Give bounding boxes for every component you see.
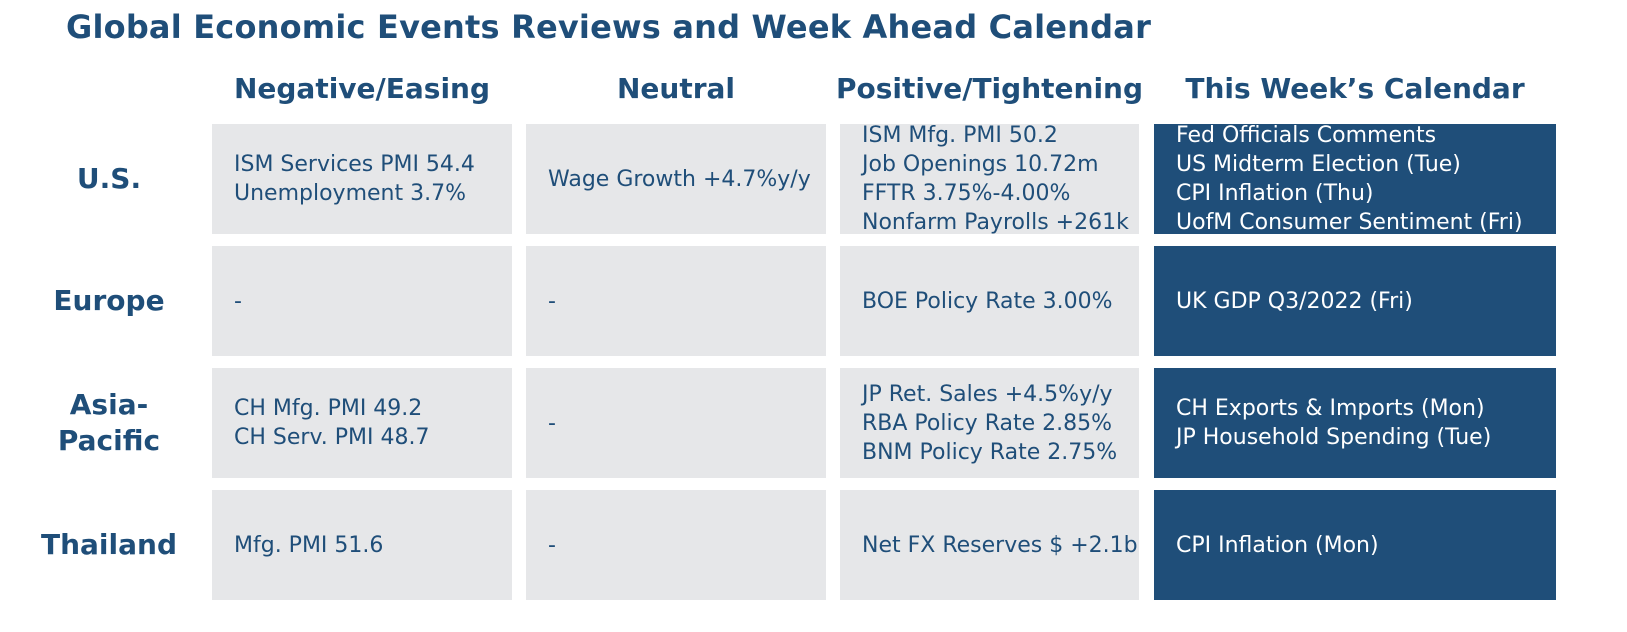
row-label-thailand: Thailand: [20, 490, 198, 600]
cell-u-s-negative-easing: ISM Services PMI 54.4 Unemployment 3.7%: [212, 124, 512, 234]
cell-europe-neutral: -: [526, 246, 826, 356]
event-item: ISM Services PMI 54.4: [234, 152, 475, 177]
row-label-u-s: U.S.: [20, 124, 198, 234]
page-title: Global Economic Events Reviews and Week …: [66, 8, 1152, 46]
row-label-europe: Europe: [20, 246, 198, 356]
cell-thailand-negative-easing: Mfg. PMI 51.6: [212, 490, 512, 600]
calendar-event: JP Household Spending (Tue): [1176, 425, 1492, 450]
event-item: -: [234, 288, 242, 314]
cell-thailand-this-weeks-calendar: CPI Inflation (Mon): [1154, 490, 1556, 600]
row-label-text: Thailand: [41, 528, 177, 561]
event-item: JP Ret. Sales +4.5%y/y: [862, 381, 1113, 407]
calendar-event: Fed Officials Comments: [1176, 124, 1437, 148]
cell-europe-positive-tightening: BOE Policy Rate 3.00%: [840, 246, 1139, 356]
row-label-text: Europe: [53, 284, 165, 317]
event-item: CH Mfg. PMI 49.2: [234, 396, 423, 421]
column-header-positive-tightening: Positive/Tightening: [835, 71, 1144, 105]
event-item: FFTR 3.75%-4.00%: [862, 181, 1071, 206]
calendar-event: CH Exports & Imports (Mon): [1176, 396, 1485, 421]
event-item: -: [548, 288, 556, 314]
cell-u-s-this-weeks-calendar: Fed Officials Comments US Midterm Electio…: [1154, 124, 1556, 234]
cell-asia-pacific-neutral: -: [526, 368, 826, 478]
event-item: Nonfarm Payrolls +261k: [862, 210, 1129, 234]
cell-u-s-neutral: Wage Growth +4.7%y/y: [526, 124, 826, 234]
cell-asia-pacific-positive-tightening: JP Ret. Sales +4.5%y/y RBA Policy Rate 2.…: [840, 368, 1139, 478]
event-item: Mfg. PMI 51.6: [234, 532, 384, 558]
cell-asia-pacific-negative-easing: CH Mfg. PMI 49.2 CH Serv. PMI 48.7: [212, 368, 512, 478]
calendar-event: CPI Inflation (Mon): [1176, 532, 1379, 558]
event-item: ISM Mfg. PMI 50.2: [862, 124, 1058, 148]
event-item: BOE Policy Rate 3.00%: [862, 288, 1113, 314]
event-item: Unemployment 3.7%: [234, 181, 466, 206]
calendar-event: CPI Inflation (Thu): [1176, 181, 1374, 206]
calendar-event: UK GDP Q3/2022 (Fri): [1176, 288, 1413, 314]
row-label-text: Asia-: [69, 388, 149, 421]
cell-europe-negative-easing: -: [212, 246, 512, 356]
event-item: Net FX Reserves $ +2.1b: [862, 532, 1138, 558]
cell-thailand-neutral: -: [526, 490, 826, 600]
row-label-asia-pacific: Asia- Pacific: [20, 368, 198, 478]
event-item: RBA Policy Rate 2.85%: [862, 410, 1113, 436]
calendar-event: UofM Consumer Sentiment (Fri): [1176, 210, 1523, 234]
event-item: -: [548, 532, 556, 558]
event-item: Wage Growth +4.7%y/y: [548, 166, 811, 192]
row-label-text: Pacific: [57, 424, 161, 457]
column-header-negative-easing: Negative/Easing: [233, 71, 491, 105]
cell-thailand-positive-tightening: Net FX Reserves $ +2.1b: [840, 490, 1139, 600]
event-item: BNM Policy Rate 2.75%: [862, 439, 1118, 465]
row-label-text: U.S.: [76, 162, 142, 195]
cell-asia-pacific-this-weeks-calendar: CH Exports & Imports (Mon) JP Household S…: [1154, 368, 1556, 478]
event-item: CH Serv. PMI 48.7: [234, 425, 430, 450]
column-header-neutral: Neutral: [616, 71, 736, 105]
column-header-this-weeks-calendar: This Week’s Calendar: [1185, 71, 1525, 105]
calendar-event: US Midterm Election (Tue): [1176, 152, 1461, 177]
cell-u-s-positive-tightening: ISM Mfg. PMI 50.2 Job Openings 10.72m FFTR…: [840, 124, 1139, 234]
event-item: -: [548, 410, 556, 436]
event-item: Job Openings 10.72m: [862, 152, 1099, 177]
cell-europe-this-weeks-calendar: UK GDP Q3/2022 (Fri): [1154, 246, 1556, 356]
